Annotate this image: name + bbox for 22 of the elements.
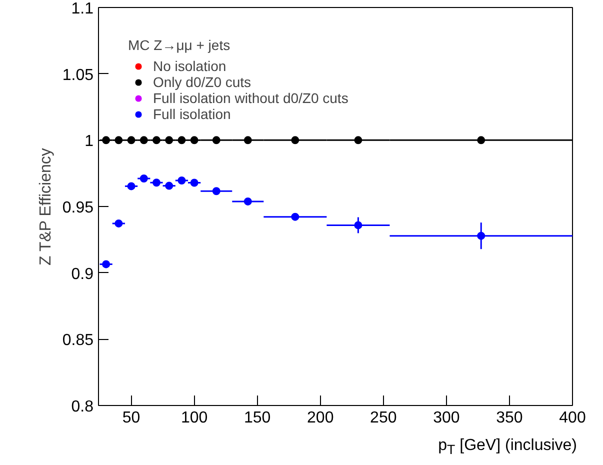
y-tick-label: 1.1 xyxy=(71,0,94,18)
y-tick-label: 0.85 xyxy=(62,332,94,350)
y-tick-label: 1.05 xyxy=(62,66,94,84)
legend-title: MC Z→μμ + jets xyxy=(128,37,232,53)
legend-label: Full isolation xyxy=(153,106,231,122)
legend-label: Only d0/Z0 cuts xyxy=(153,74,252,90)
x-tick-label: 400 xyxy=(559,410,586,426)
y-tick-label: 1 xyxy=(84,133,94,150)
x-tick-label: 300 xyxy=(433,410,460,426)
y-tick-label: 0.95 xyxy=(62,200,94,216)
x-tick-label: 150 xyxy=(244,410,271,426)
x-tick-label: 250 xyxy=(370,410,397,426)
legend-label: Full isolation without d0/Z0 cuts xyxy=(153,90,348,106)
x-tick-label: 50 xyxy=(122,410,140,426)
legend-label: No isolation xyxy=(153,58,226,74)
y-tick-label: 0.9 xyxy=(71,266,94,283)
x-tick-label: 200 xyxy=(307,410,334,426)
x-axis-title: p$_{T}$ [GeV] (inclusive) xyxy=(437,436,577,460)
y-axis-title: Z T&P Efficiency xyxy=(37,148,54,266)
x-tick-label: 100 xyxy=(180,410,208,426)
x-tick-label: 350 xyxy=(496,410,523,426)
y-tick-label: 0.8 xyxy=(71,398,94,416)
